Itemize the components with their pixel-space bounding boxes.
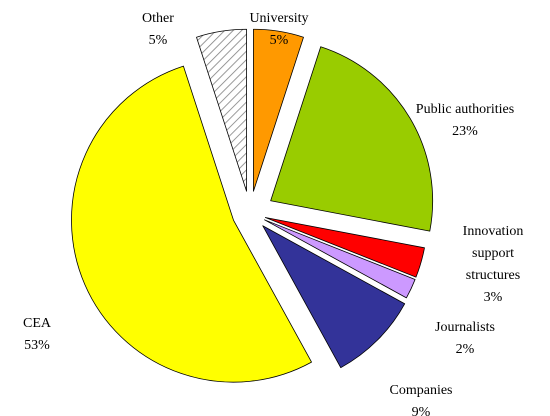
- slice-percent-other: 5%: [149, 33, 168, 48]
- pie-slice-university: [253, 28, 304, 192]
- slice-name-public-authorities: Public authorities: [416, 102, 514, 117]
- slice-label-university: University 5%: [249, 11, 308, 48]
- slice-name-innovation-support-structures: support: [472, 246, 514, 261]
- pie-slice-journalists: [264, 219, 416, 299]
- pie-slices: [71, 28, 434, 383]
- pie-slice-innovation-support-structures: [264, 217, 425, 278]
- slice-name-cea: CEA: [23, 316, 52, 331]
- slice-label-cea: CEA 53%: [23, 316, 52, 353]
- slice-label-companies: Companies 9%: [390, 383, 453, 416]
- slice-name-other: Other: [142, 11, 174, 26]
- pie-slice-companies: [262, 225, 406, 369]
- slice-percent-journalists: 2%: [456, 342, 475, 357]
- slice-name-university: University: [249, 11, 308, 26]
- slice-label-other: Other 5%: [142, 11, 174, 48]
- slice-name-journalists: Journalists: [435, 320, 495, 335]
- slice-percent-cea: 53%: [24, 338, 50, 353]
- slice-percent-public-authorities: 23%: [452, 124, 478, 139]
- slice-percent-university: 5%: [270, 33, 289, 48]
- pie-labels: University 5% Public authorities 23% Innovat…: [23, 11, 523, 416]
- slice-percent-companies: 9%: [412, 405, 431, 416]
- slice-name-innovation-support-structures: Innovation: [463, 224, 524, 239]
- pie-slice-cea: [71, 65, 312, 383]
- pie-slice-public-authorities: [270, 46, 434, 232]
- slice-label-innovation-support-structures: Innovation support structures 3%: [463, 224, 524, 305]
- slice-percent-innovation-support-structures: 3%: [484, 290, 503, 305]
- pie-slice-other: [196, 28, 247, 192]
- slice-label-journalists: Journalists 2%: [435, 320, 495, 357]
- slice-name-innovation-support-structures: structures: [466, 268, 520, 283]
- slice-label-public-authorities: Public authorities 23%: [416, 102, 514, 139]
- slice-name-companies: Companies: [390, 383, 453, 398]
